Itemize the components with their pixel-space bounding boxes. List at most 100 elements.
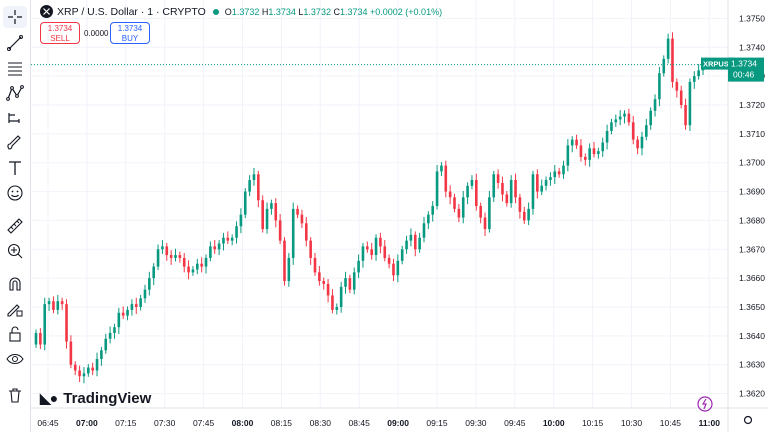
- trash-icon[interactable]: [3, 384, 27, 406]
- candle-body: [78, 370, 81, 377]
- candle-body: [291, 208, 295, 258]
- candle-body: [653, 99, 657, 111]
- x-tick-label: 10:00: [543, 418, 565, 428]
- candle-body: [331, 295, 334, 310]
- candle-body: [387, 257, 391, 264]
- x-tick-label: 08:15: [271, 418, 293, 428]
- candles: [34, 32, 705, 384]
- lightning-bolt-icon: [701, 398, 707, 410]
- candle-body: [540, 185, 543, 192]
- x-tick-label: 10:15: [582, 418, 604, 428]
- crosshair-icon[interactable]: [3, 6, 27, 28]
- candle-body: [662, 58, 666, 74]
- forecast-icon[interactable]: [3, 107, 27, 129]
- symbol-tag-label: XRPUSD: [703, 60, 735, 69]
- candle-body: [204, 257, 208, 267]
- candle-body: [34, 332, 38, 345]
- candle-body: [379, 237, 382, 247]
- y-tick-label: 1.3720: [739, 100, 765, 110]
- candle-body: [658, 73, 661, 100]
- candle-body: [265, 208, 269, 230]
- drawing-toolbar: [0, 0, 31, 432]
- buy-button[interactable]: 1.3734 BUY: [110, 22, 150, 44]
- candle-body: [283, 240, 286, 282]
- candle-body: [553, 171, 557, 178]
- ruler-icon[interactable]: [3, 215, 27, 237]
- x-tick-label: 07:30: [154, 418, 176, 428]
- candle-body: [87, 367, 90, 374]
- candle-body: [156, 249, 160, 267]
- x-tick-label: 08:30: [310, 418, 332, 428]
- candle-body: [130, 304, 134, 310]
- candle-body: [514, 180, 517, 198]
- xrp-logo-icon: [40, 5, 53, 18]
- candle-body: [126, 309, 129, 316]
- candle-body: [531, 174, 535, 209]
- text-icon[interactable]: [3, 157, 27, 179]
- candle-body: [187, 266, 190, 273]
- symbol-header: XRP / U.S. Dollar · 1 · CRYPTO O1.3732 H…: [40, 5, 442, 18]
- candle-body: [409, 234, 413, 241]
- candle-body: [666, 38, 670, 59]
- y-tick-label: 1.3700: [739, 158, 765, 168]
- candle-body: [522, 211, 526, 221]
- candle-body: [139, 298, 142, 307]
- candle-body: [304, 223, 308, 241]
- candle-body: [60, 301, 64, 305]
- brush-icon[interactable]: [3, 132, 27, 154]
- candle-body: [200, 263, 203, 267]
- lock-draw-icon[interactable]: [3, 298, 27, 320]
- pattern-icon[interactable]: [3, 82, 27, 104]
- zoom-in-icon[interactable]: [3, 240, 27, 262]
- magnet-icon[interactable]: [3, 273, 27, 295]
- candle-body: [248, 180, 251, 192]
- candle-body: [627, 113, 631, 123]
- candle-body: [475, 180, 478, 206]
- candle-body: [501, 182, 504, 195]
- candle-body: [121, 312, 125, 316]
- lock-icon[interactable]: [3, 323, 27, 345]
- candle-body: [413, 234, 417, 250]
- candle-body: [366, 246, 369, 250]
- candle-body: [257, 174, 260, 201]
- candle-body: [374, 237, 378, 256]
- eye-icon[interactable]: [3, 348, 27, 370]
- candle-body: [108, 332, 112, 339]
- candle-body: [326, 283, 330, 296]
- candle-body: [692, 76, 696, 82]
- candle-body: [479, 206, 482, 218]
- x-tick-label: 06:45: [37, 418, 59, 428]
- fib-icon[interactable]: [3, 57, 27, 79]
- candle-body: [431, 206, 435, 215]
- y-tick-label: 1.3630: [739, 360, 765, 370]
- trend-line-icon[interactable]: [3, 32, 27, 54]
- lightning-icon[interactable]: [697, 396, 713, 412]
- candle-body: [453, 197, 456, 209]
- emoji-icon[interactable]: [3, 182, 27, 204]
- candle-body: [191, 269, 195, 273]
- candle-body: [82, 373, 86, 377]
- sell-button[interactable]: 1.3734 SELL: [40, 22, 80, 44]
- candle-body: [117, 312, 121, 328]
- candle-body: [95, 358, 99, 371]
- candle-body: [143, 289, 147, 299]
- symbol-name[interactable]: XRP / U.S. Dollar · 1 · CRYPTO: [57, 5, 206, 18]
- candle-body: [300, 214, 304, 224]
- candle-body: [544, 180, 548, 186]
- y-tick-label: 1.3710: [739, 129, 765, 139]
- candle-body: [239, 214, 243, 227]
- candle-body: [274, 203, 278, 221]
- candle-body: [318, 272, 321, 282]
- candle-body: [217, 243, 221, 250]
- candle-body: [592, 148, 596, 155]
- price-chart[interactable]: 06:45 07:00 07:15 07:30 07:45 08:00 08:15 08:30…: [31, 0, 768, 432]
- x-tick-label: 07:00: [76, 418, 98, 428]
- candle-body: [536, 174, 539, 192]
- candle-body: [496, 174, 500, 183]
- settings-gear-icon[interactable]: [743, 415, 753, 425]
- candle-body: [562, 165, 565, 175]
- candle-body: [287, 257, 291, 282]
- x-tick-label: 09:15: [426, 418, 448, 428]
- candle-body: [440, 165, 443, 172]
- x-tick-label: 09:00: [387, 418, 409, 428]
